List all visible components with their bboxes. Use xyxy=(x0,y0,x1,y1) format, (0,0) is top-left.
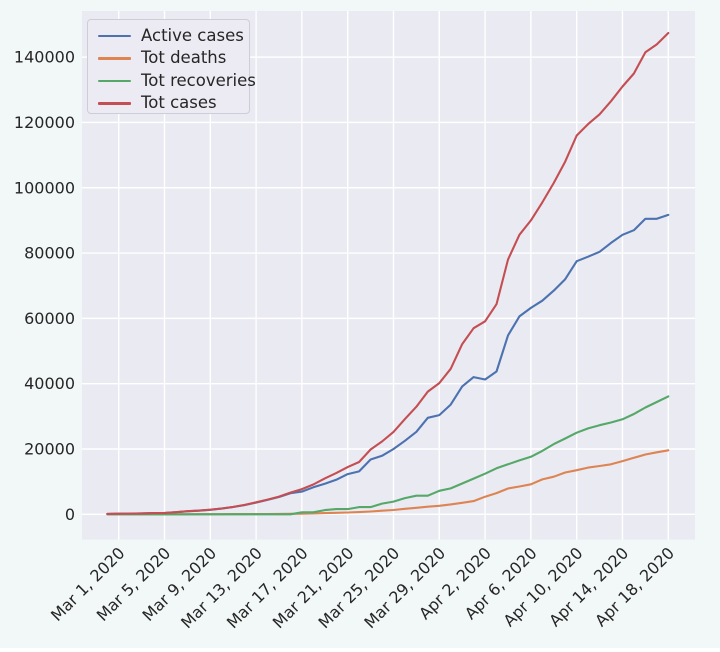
legend-item-tot-cases: Tot cases xyxy=(88,92,249,114)
series-line-tot-recoveries xyxy=(106,395,670,516)
x-tick-label: Apr 14, 2020 xyxy=(545,543,632,630)
legend-line-swatch xyxy=(98,102,131,105)
y-tick-label: 40000 xyxy=(24,374,75,393)
legend-label: Active cases xyxy=(141,25,244,45)
y-tick-label: 140000 xyxy=(14,48,75,67)
y-tick-label: 80000 xyxy=(24,244,75,263)
legend-label: Tot cases xyxy=(141,93,217,113)
y-tick-label: 20000 xyxy=(24,439,75,458)
y-tick-label: 120000 xyxy=(14,113,75,132)
x-tick-label: Apr 10, 2020 xyxy=(500,543,587,630)
y-tick-label: 60000 xyxy=(24,309,75,328)
legend: Active cases Tot deaths Tot recoveries T… xyxy=(87,19,256,114)
legend-line-swatch xyxy=(98,57,131,60)
series-line-tot-cases xyxy=(106,31,670,515)
legend-label: Tot deaths xyxy=(141,48,227,68)
legend-line-swatch xyxy=(98,34,131,38)
legend-line-swatch xyxy=(98,79,131,83)
legend-item-tot-recoveries: Tot recoveries xyxy=(88,70,256,92)
y-tick-label: 0 xyxy=(65,505,75,524)
y-tick-label: 100000 xyxy=(14,178,75,197)
legend-item-active-cases: Active cases xyxy=(88,25,249,47)
legend-item-tot-deaths: Tot deaths xyxy=(88,47,249,69)
x-tick-label: Apr 18, 2020 xyxy=(591,543,678,630)
legend-label: Tot recoveries xyxy=(141,70,256,90)
